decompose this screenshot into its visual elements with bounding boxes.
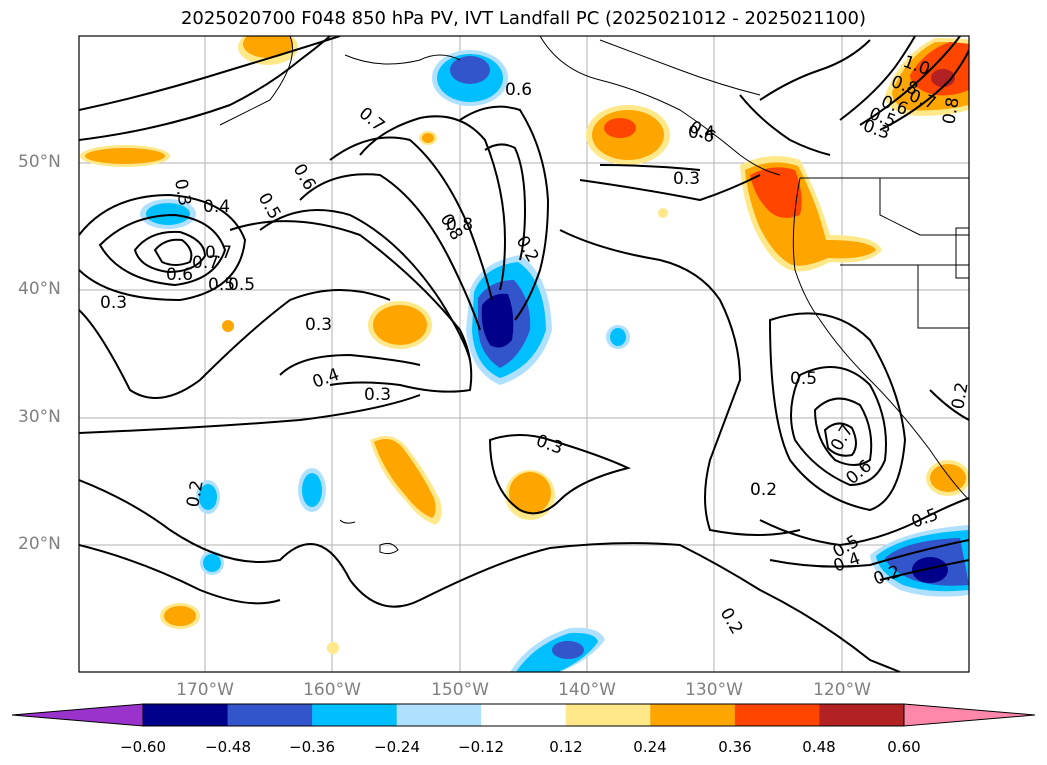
contour-label: 0.2 — [948, 381, 972, 411]
colorbar-cell — [650, 704, 736, 726]
colorbar-cell — [396, 704, 482, 726]
colorbar-cell — [227, 704, 313, 726]
colorbar-cell — [734, 704, 820, 726]
colorbar-tick-label: −0.36 — [289, 738, 335, 756]
lon-label-170w: 170°W — [176, 680, 234, 700]
colorbar-tick-label: 0.48 — [802, 738, 836, 756]
contour-label: 0.3 — [364, 385, 391, 405]
colorbar-tick-label: 0.24 — [633, 738, 667, 756]
map-title: 2025020700 F048 850 hPa PV, IVT Landfall… — [180, 8, 867, 29]
pv-ivt-map: 0.3 0.4 0.5 0.6 0.7 0.8 0.6 0.7 0.5 0.3 … — [78, 35, 972, 673]
colorbar-tick-label: 0.12 — [549, 738, 583, 756]
coastlines — [219, 36, 969, 555]
colorbar-tick-label: −0.24 — [374, 738, 420, 756]
colorbar-cell — [819, 704, 905, 726]
colorbar-tick-label: −0.60 — [120, 738, 166, 756]
pv-shading — [80, 36, 969, 672]
contour-label: 0.8 — [939, 96, 963, 126]
lon-label-160w: 160°W — [303, 680, 361, 700]
map-frame — [78, 35, 970, 673]
contour-label: 0.6 — [166, 265, 193, 285]
contour-label: 0.2 — [750, 480, 777, 500]
colorbar-cell — [143, 704, 229, 726]
colorbar-outline — [142, 703, 905, 727]
contour-label: 0.8 — [446, 215, 473, 235]
colorbar-cells — [11, 703, 1036, 727]
colorbar-tick-label: −0.12 — [458, 738, 504, 756]
contour-lines — [79, 36, 969, 672]
contour-label: 0.5 — [208, 275, 235, 295]
contour-label: 0.3 — [673, 169, 700, 189]
contour-label: 0.6 — [505, 80, 532, 100]
contour-label: 0.4 — [688, 123, 715, 143]
colorbar-cell — [481, 704, 567, 726]
lon-label-120w: 120°W — [813, 680, 871, 700]
lat-label-40n: 40°N — [18, 279, 61, 299]
contour-label: 0.4 — [203, 197, 230, 217]
colorbar-extend-left — [11, 703, 144, 727]
contour-label: 0.7 — [192, 253, 219, 273]
contour-label: 0.5 — [790, 369, 817, 389]
colorbar — [11, 703, 1036, 727]
contour-label: 0.2 — [183, 479, 207, 509]
colorbar-tick-label: 0.36 — [718, 738, 752, 756]
lon-label-130w: 130°W — [685, 680, 743, 700]
lat-label-30n: 30°N — [18, 407, 61, 427]
colorbar-tick-label: 0.60 — [887, 738, 921, 756]
contour-label: 0.7 — [205, 243, 232, 263]
lon-label-150w: 150°W — [431, 680, 489, 700]
contour-label: 0.3 — [100, 293, 127, 313]
lat-label-20n: 20°N — [18, 534, 61, 554]
contour-label: 0.5 — [228, 275, 255, 295]
contour-label: 0.3 — [170, 177, 194, 207]
colorbar-extend-right — [903, 703, 1036, 727]
colorbar-tick-label: −0.48 — [205, 738, 251, 756]
contour-label: 0.3 — [305, 315, 332, 335]
lat-label-50n: 50°N — [18, 152, 61, 172]
colorbar-cell — [565, 704, 651, 726]
colorbar-cell — [312, 704, 398, 726]
lon-label-140w: 140°W — [558, 680, 616, 700]
